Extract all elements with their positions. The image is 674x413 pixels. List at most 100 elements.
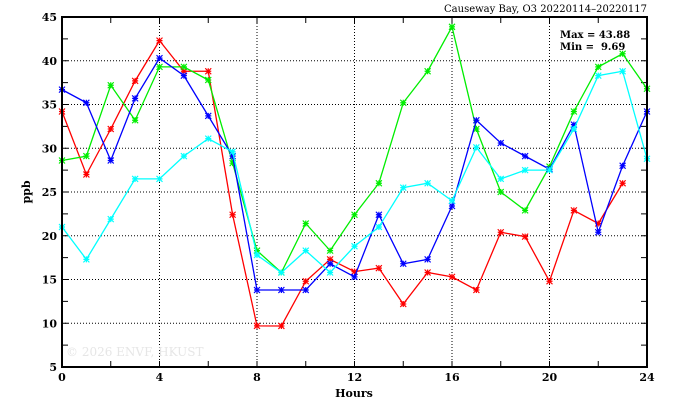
y-tick-label: 20 — [42, 230, 58, 243]
data-point-day2 — [253, 247, 261, 255]
data-point-day1 — [448, 273, 456, 281]
data-point-day3 — [351, 273, 358, 281]
data-point-day4 — [497, 175, 505, 183]
x-tick-label: 4 — [156, 371, 164, 384]
data-point-day2 — [326, 247, 334, 255]
data-point-day2 — [351, 211, 358, 219]
data-point-day4 — [570, 125, 578, 133]
data-point-day4 — [351, 242, 358, 250]
data-point-day4 — [521, 166, 529, 174]
data-point-day3 — [472, 116, 480, 124]
data-point-day4 — [131, 175, 139, 183]
data-point-day1 — [107, 125, 115, 133]
data-point-day2 — [497, 188, 505, 196]
data-point-day3 — [180, 72, 188, 80]
data-point-day4 — [326, 269, 334, 276]
data-point-day3 — [302, 286, 310, 294]
x-tick-label: 24 — [639, 371, 655, 384]
x-tick-label: 12 — [347, 371, 362, 384]
x-axis-label: Hours — [335, 387, 373, 400]
data-point-day1 — [302, 277, 310, 285]
x-tick-label: 8 — [253, 371, 261, 384]
data-point-day1 — [326, 255, 334, 263]
data-point-day3 — [594, 228, 602, 236]
series-group — [58, 23, 651, 330]
data-point-day4 — [253, 251, 261, 259]
data-point-day2 — [82, 152, 90, 160]
data-point-day1 — [497, 228, 505, 236]
data-point-day2 — [570, 108, 578, 115]
data-point-day4 — [375, 223, 383, 231]
series-line-day1 — [61, 39, 624, 327]
x-tick-label: 16 — [444, 371, 460, 384]
series-day4 — [58, 67, 651, 276]
chart-title: Causeway Bay, O3 20220114–20220117 — [444, 4, 647, 15]
y-axis-label: ppb — [20, 180, 33, 203]
grid — [62, 17, 647, 367]
data-point-day1 — [204, 67, 212, 75]
plot-frame — [61, 16, 648, 368]
data-point-day2 — [375, 179, 383, 187]
data-point-day2 — [229, 159, 237, 167]
min-label: Min = 9.69 — [560, 42, 625, 53]
data-point-day4 — [302, 247, 310, 255]
data-point-day2 — [180, 63, 188, 71]
data-point-day4 — [107, 215, 115, 223]
data-point-day4 — [277, 269, 285, 276]
data-point-day4 — [424, 179, 432, 187]
data-point-day1 — [424, 269, 432, 276]
data-point-day1 — [229, 211, 237, 219]
data-point-day1 — [570, 206, 578, 214]
y-tick-label: 25 — [42, 186, 57, 199]
y-tick-label: 40 — [42, 55, 58, 68]
data-point-day3 — [399, 260, 407, 268]
x-tick-label: 20 — [542, 371, 558, 384]
data-point-day1 — [546, 277, 553, 285]
data-point-day1 — [253, 322, 261, 330]
data-point-day2 — [521, 206, 529, 214]
data-point-day4 — [204, 135, 212, 143]
data-point-day4 — [82, 255, 90, 263]
x-tick-label: 0 — [58, 371, 66, 384]
data-point-day1 — [131, 77, 139, 85]
data-point-day1 — [277, 322, 285, 330]
data-point-day1 — [375, 264, 383, 272]
data-point-day1 — [399, 300, 407, 308]
data-point-day3 — [375, 211, 383, 219]
data-point-day3 — [424, 255, 432, 263]
data-point-day4 — [546, 166, 553, 174]
watermark: © 2026 ENVF, HKUST — [66, 345, 204, 359]
data-point-day2 — [619, 50, 627, 58]
y-tick-label: 10 — [42, 317, 58, 330]
data-point-day4 — [594, 72, 602, 80]
data-point-day3 — [570, 121, 578, 129]
data-point-day3 — [253, 286, 261, 294]
y-tick-label: 45 — [42, 11, 57, 24]
data-point-day1 — [180, 67, 188, 75]
data-point-day4 — [229, 148, 237, 156]
max-label: Max = 43.88 — [560, 30, 630, 41]
data-point-day1 — [472, 286, 480, 294]
data-point-day4 — [180, 152, 188, 160]
tick-labels: 0 4 8 12 16 20 24 5 10 15 20 25 30 35 40 45 — [42, 11, 655, 384]
data-point-day3 — [326, 260, 334, 268]
data-point-day4 — [156, 175, 163, 183]
data-point-day3 — [131, 94, 139, 102]
data-point-day3 — [204, 112, 212, 120]
data-point-day1 — [156, 37, 163, 45]
data-point-day2 — [156, 63, 163, 71]
y-tick-label: 30 — [42, 142, 58, 155]
data-point-day2 — [302, 220, 310, 227]
data-point-day3 — [229, 152, 237, 160]
series-day1 — [58, 37, 627, 330]
data-point-day1 — [619, 179, 627, 187]
data-point-day2 — [424, 67, 432, 75]
data-point-day1 — [351, 268, 358, 276]
data-point-day3 — [277, 286, 285, 294]
data-point-day2 — [448, 23, 456, 31]
data-point-day3 — [82, 99, 90, 107]
data-point-day1 — [521, 233, 529, 241]
data-point-day3 — [448, 202, 456, 210]
